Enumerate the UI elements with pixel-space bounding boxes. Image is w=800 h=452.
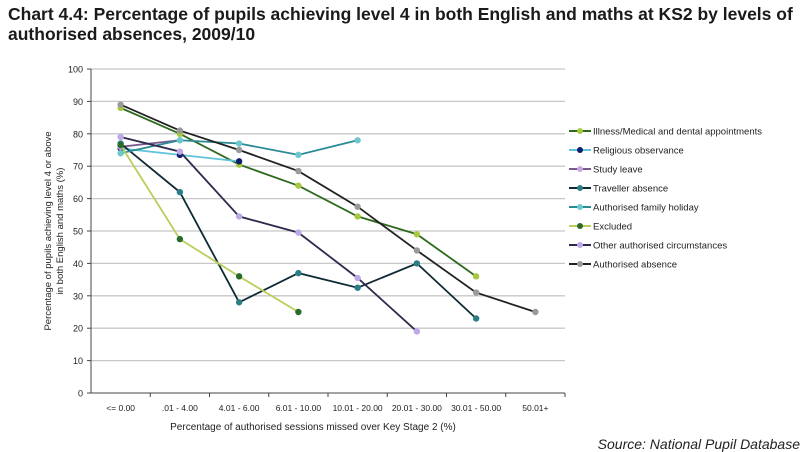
series-line [120,103,536,313]
data-point [295,229,302,236]
y-tick-label: 70 [73,162,83,172]
y-axis-label: in both English and maths (%) [55,168,66,295]
data-point [117,133,124,141]
y-tick-label: 50 [73,227,83,237]
data-point [354,213,361,220]
y-tick-label: 90 [73,97,83,107]
legend-marker [577,128,583,134]
data-point [295,308,302,316]
data-point [354,274,361,282]
data-point [235,213,243,220]
y-tick-label: 100 [68,65,83,75]
data-point [117,101,124,108]
data-point [176,127,184,134]
data-point [235,146,243,154]
data-point [295,182,302,189]
data-point [413,328,421,335]
data-point [295,269,302,277]
x-tick-label: 20.01 - 30.00 [392,403,442,413]
data-point [235,299,243,306]
y-tick-label: 40 [73,259,83,269]
data-point [176,235,184,243]
data-point [413,247,421,254]
x-tick-label: 50.01+ [522,403,548,413]
legend-label: Religious observance [593,146,684,157]
legend-marker [577,147,583,153]
data-point [413,260,421,267]
data-point [413,231,421,238]
x-tick-label: <= 0.00 [106,403,135,413]
data-point [532,308,539,316]
legend-marker [577,242,583,248]
data-point [354,203,361,210]
data-point [117,141,124,149]
legend-marker [577,204,583,210]
y-tick-label: 20 [73,324,83,334]
legend-label: Traveller absence [593,184,668,195]
data-point [295,167,302,175]
y-tick-label: 60 [73,194,83,204]
legend-label: Authorised absence [593,260,677,271]
data-point [176,148,184,155]
data-point [472,289,480,296]
x-tick-label: 6.01 - 10.00 [276,403,322,413]
data-point [295,151,302,159]
legend-marker [577,166,583,172]
data-point [235,273,243,280]
x-tick-label: 10.01 - 20.00 [333,403,383,413]
legend-marker [577,185,583,191]
x-axis-label: Percentage of authorised sessions missed… [170,422,456,433]
legend-label: Excluded [593,222,632,233]
x-tick-label: 30.01 - 50.00 [451,403,501,413]
legend-label: Study leave [593,165,643,176]
data-point [235,158,243,165]
y-axis-label: Percentage of pupils achieving level 4 o… [43,131,54,330]
source-note: Source: National Pupil Database [597,436,800,452]
data-point [354,284,361,291]
y-tick-label: 10 [73,356,83,366]
legend-label: Other authorised circumstances [593,241,727,252]
series-line [120,136,418,333]
legend-label: Illness/Medical and dental appointments [593,127,762,138]
y-tick-label: 0 [78,389,83,399]
y-tick-label: 80 [73,129,83,139]
legend-label: Authorised family holiday [593,203,699,214]
data-point [354,137,361,144]
legend-marker [577,223,583,229]
y-tick-label: 30 [73,291,83,301]
data-point [235,140,243,147]
data-point [117,150,124,157]
data-point [472,273,480,280]
x-tick-label: .01 - 4.00 [162,403,198,413]
data-point [176,137,184,144]
x-tick-label: 4.01 - 6.00 [219,403,260,413]
data-point [472,315,480,322]
data-point [176,188,184,196]
legend-marker [577,261,583,267]
chart-title: Chart 4.4: Percentage of pupils achievin… [8,4,793,44]
series-line [119,144,299,313]
